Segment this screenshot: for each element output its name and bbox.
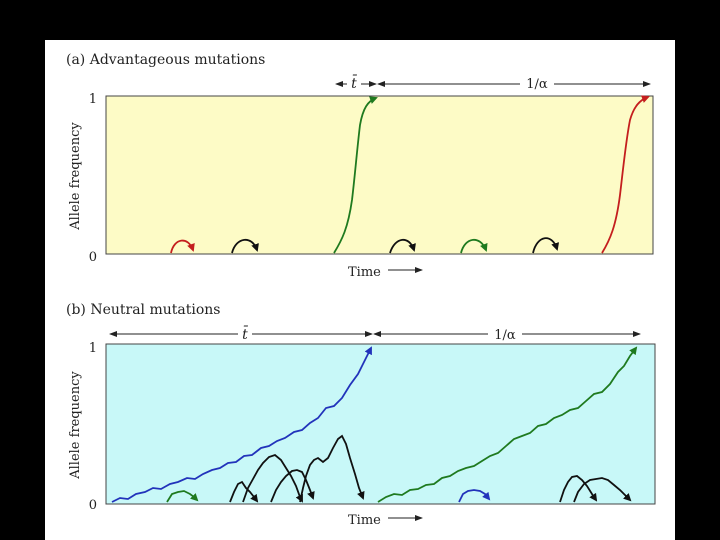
panel-a-lost-mutation-black-1 (231, 238, 259, 254)
panel-b: (b) Neutral mutations Allele frequency 1… (66, 302, 656, 528)
panel-b-tbar-label-bg (238, 322, 252, 340)
panel-b-x-axis-label: Time (348, 513, 381, 528)
panel-b-lost-drift-black-1 (229, 480, 259, 503)
panel-a-tbar-label-bg (347, 72, 361, 90)
panel-b-fixed-drift-blue (111, 346, 372, 503)
panel-a-plot-area (105, 95, 654, 255)
panel-b-title: (b) Neutral mutations (66, 302, 220, 318)
panel-a-alpha-label: 1/α (526, 77, 548, 92)
panel-a-fixed-mutation-red (601, 95, 650, 254)
panel-b-lost-drift-blue (458, 489, 491, 503)
panel-b-lost-drift-black-6 (573, 477, 632, 503)
panel-a-y-bottom-label: 0 (89, 250, 97, 265)
panel-a-x-axis-label: Time (348, 265, 381, 280)
panel-a-lost-mutation-red (170, 239, 195, 254)
panel-a-y-top-label: 1 (89, 92, 97, 107)
panel-b-y-bottom-label: 0 (89, 498, 97, 513)
panel-b-y-axis-label: Allele frequency (68, 371, 83, 480)
panel-b-lost-drift-black-3 (270, 469, 315, 503)
panel-a-lost-mutation-green (460, 238, 488, 254)
panel-a-lost-mutation-black-2 (389, 238, 416, 254)
panel-b-tbar-label: t̄ (242, 325, 249, 343)
panel-b-alpha-label-bg (488, 322, 522, 340)
panel-b-plot-area (105, 343, 656, 505)
panel-b-fixed-drift-green (377, 346, 638, 503)
panel-a-lost-mutation-black-3 (532, 237, 560, 254)
panel-a: (a) Advantageous mutations Allele freque… (66, 52, 654, 280)
panel-b-lost-drift-black-5 (559, 475, 598, 503)
panel-a-tbar-label: t̄ (351, 74, 358, 92)
panel-b-y-top-label: 1 (89, 341, 97, 356)
panel-b-lost-drift-black-4 (299, 434, 365, 503)
panel-a-alpha-label-bg (520, 72, 554, 90)
panel-b-lost-drift-green-small (166, 490, 199, 503)
panel-a-y-axis-label: Allele frequency (68, 122, 83, 231)
panel-b-lost-drift-black-2 (242, 453, 303, 503)
panel-a-fixed-mutation-green (333, 96, 378, 254)
panel-b-alpha-label: 1/α (494, 328, 516, 343)
panel-a-title: (a) Advantageous mutations (66, 52, 265, 68)
